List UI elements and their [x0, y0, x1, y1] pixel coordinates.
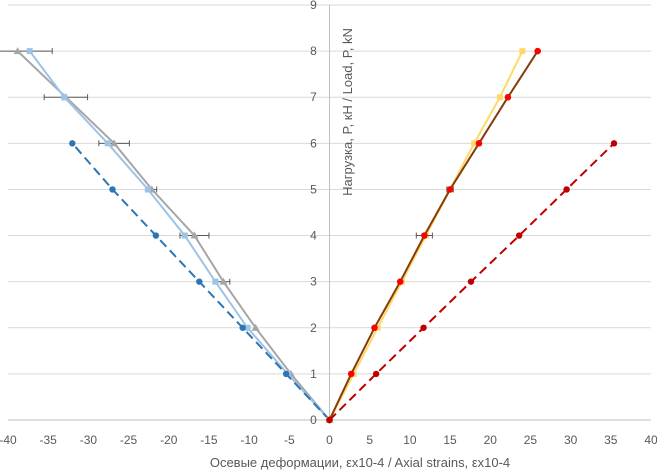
data-point	[610, 140, 618, 147]
data-point	[326, 416, 333, 424]
y-tick-label: 0	[310, 413, 317, 427]
y-tick-label: 9	[310, 0, 317, 12]
data-point	[563, 186, 570, 193]
tick-labels: 0 1 2 3 4 5 6 7 8 9 -40 -35 -30 -25 -20 -15 -10 -5 0 5 10 15 2…	[0, 0, 657, 447]
data-point	[374, 324, 381, 331]
data-point	[515, 232, 523, 239]
x-tick-label: -25	[120, 433, 138, 447]
data-point	[69, 140, 76, 147]
x-tick-label: 0	[326, 433, 333, 447]
series-5	[326, 47, 541, 424]
data-point	[421, 232, 428, 239]
data-point	[104, 140, 111, 147]
y-tick-label: 1	[310, 367, 317, 381]
data-point	[471, 140, 478, 147]
data-point	[251, 323, 260, 331]
data-point	[239, 324, 246, 331]
y-axis-title: Нагрузка, P, кН / Load, P, kN	[340, 28, 355, 196]
x-tick-label: 35	[604, 433, 618, 447]
x-axis-title: Осевые деформации, εx10-4 / Axial strain…	[210, 455, 510, 470]
axes	[8, 5, 651, 421]
data-point	[467, 278, 475, 285]
x-tick-label: -10	[240, 433, 258, 447]
data-point	[420, 324, 427, 331]
data-point	[371, 324, 378, 331]
data-point	[190, 231, 199, 239]
x-tick-label: 25	[524, 433, 538, 447]
y-tick-label: 3	[310, 275, 317, 289]
x-tick-label: 20	[484, 433, 498, 447]
data-point	[144, 186, 151, 193]
data-point	[504, 94, 512, 101]
data-point	[372, 370, 380, 378]
x-tick-label: -30	[80, 433, 98, 447]
y-tick-label: 8	[310, 44, 317, 58]
data-point	[110, 139, 119, 147]
x-tick-label: -15	[200, 433, 218, 447]
data-point	[152, 232, 160, 239]
data-point	[397, 278, 404, 285]
x-tick-label: -35	[40, 433, 58, 447]
series-2	[69, 140, 333, 424]
data-point	[496, 94, 503, 101]
data-point	[26, 48, 33, 55]
x-tick-label: -5	[284, 433, 295, 447]
data-point	[519, 48, 526, 55]
series-6	[326, 140, 618, 424]
data-point	[61, 94, 68, 101]
x-tick-label: 10	[403, 433, 417, 447]
data-point	[212, 278, 219, 285]
x-tick-label: 40	[644, 433, 657, 447]
x-tick-label: 5	[366, 433, 373, 447]
data-point	[348, 370, 355, 378]
y-tick-label: 2	[310, 321, 317, 335]
x-tick-label: -20	[160, 433, 178, 447]
data-point	[534, 47, 541, 55]
data-point	[282, 370, 290, 378]
data-point	[196, 278, 203, 285]
y-tick-label: 4	[310, 229, 317, 243]
data-point	[13, 47, 22, 55]
x-tick-label: 15	[443, 433, 457, 447]
x-tick-label: -40	[0, 433, 17, 447]
x-tick-label: 30	[564, 433, 578, 447]
y-tick-label: 5	[310, 182, 317, 196]
data-point	[181, 232, 188, 239]
data-point	[219, 277, 228, 285]
y-tick-label: 6	[310, 136, 317, 150]
data-point	[244, 324, 251, 331]
data-point	[109, 186, 116, 193]
y-tick-label: 7	[310, 90, 317, 104]
data-point	[475, 140, 483, 147]
data-series	[0, 47, 618, 424]
data-point	[446, 186, 454, 193]
